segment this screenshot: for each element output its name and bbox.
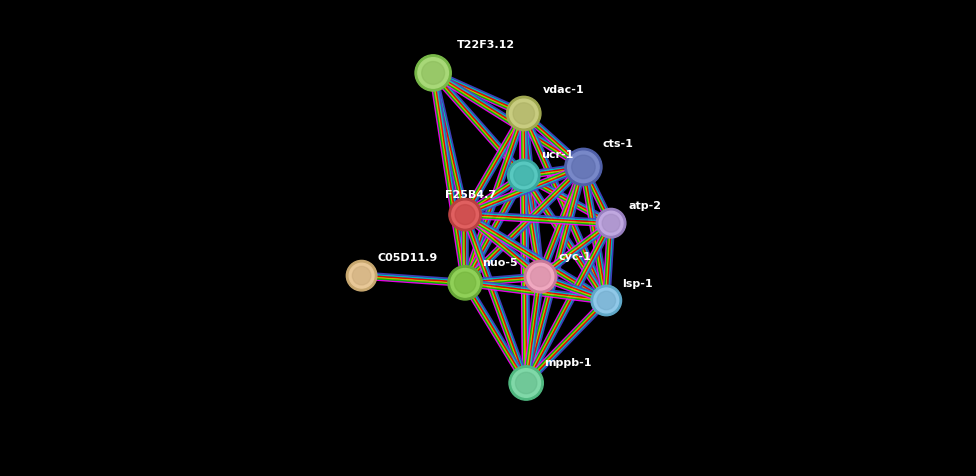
Circle shape (509, 100, 538, 129)
Circle shape (524, 261, 556, 293)
Text: T22F3.12: T22F3.12 (457, 40, 515, 50)
Circle shape (527, 264, 553, 290)
Circle shape (513, 103, 535, 125)
Circle shape (599, 212, 623, 236)
Circle shape (346, 261, 377, 291)
Circle shape (508, 160, 540, 192)
Circle shape (591, 286, 622, 316)
Circle shape (449, 199, 481, 231)
Circle shape (452, 202, 478, 228)
Circle shape (597, 291, 616, 310)
Circle shape (455, 272, 476, 294)
Circle shape (596, 209, 626, 238)
Circle shape (509, 366, 544, 400)
Text: ucr-1: ucr-1 (542, 149, 574, 159)
Circle shape (565, 149, 602, 186)
Circle shape (415, 56, 451, 92)
Text: cyc-1: cyc-1 (558, 252, 591, 262)
Circle shape (510, 163, 537, 189)
Circle shape (568, 152, 599, 183)
Text: mppb-1: mppb-1 (545, 357, 591, 367)
Text: C05D11.9: C05D11.9 (378, 253, 437, 263)
Text: nuo-5: nuo-5 (482, 258, 518, 268)
Circle shape (451, 269, 479, 298)
Circle shape (530, 267, 550, 287)
Text: cts-1: cts-1 (602, 139, 633, 149)
Circle shape (513, 166, 534, 186)
Circle shape (418, 59, 448, 89)
Circle shape (455, 205, 475, 225)
Circle shape (422, 62, 445, 85)
Text: vdac-1: vdac-1 (543, 85, 585, 95)
Circle shape (349, 264, 374, 288)
Text: F25B4.7: F25B4.7 (445, 190, 496, 200)
Circle shape (352, 267, 371, 286)
Circle shape (507, 97, 541, 131)
Circle shape (602, 215, 620, 233)
Text: lsp-1: lsp-1 (623, 278, 653, 288)
Circle shape (448, 266, 482, 300)
Text: atp-2: atp-2 (629, 200, 662, 210)
Circle shape (593, 288, 619, 313)
Circle shape (511, 369, 541, 397)
Circle shape (515, 372, 537, 394)
Circle shape (572, 156, 595, 179)
